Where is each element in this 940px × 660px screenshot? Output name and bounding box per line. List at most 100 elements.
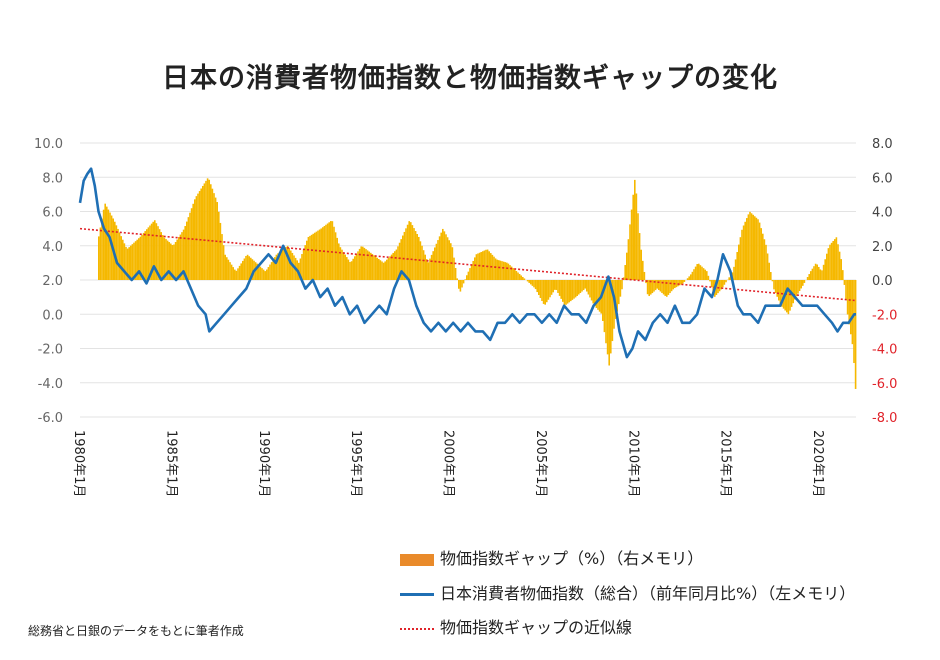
left-axis: 10.0 8.0 6.0 4.0 2.0 0.0 -2.0 -4.0 -6.0 bbox=[34, 137, 63, 426]
gap-bar bbox=[432, 251, 434, 280]
gap-bar bbox=[670, 280, 673, 292]
gap-bar bbox=[211, 188, 214, 280]
gap-bar bbox=[582, 280, 585, 291]
gap-bar bbox=[773, 280, 775, 290]
gap-bar bbox=[483, 250, 486, 280]
gap-bar bbox=[501, 261, 503, 280]
gap-bar bbox=[376, 257, 378, 280]
gap-bar bbox=[438, 236, 441, 280]
gap-bar bbox=[595, 280, 598, 308]
x-tick-label: 2020年1月 bbox=[810, 430, 825, 497]
gap-bar bbox=[779, 280, 782, 305]
gap-bar bbox=[405, 228, 407, 280]
gap-bar bbox=[654, 280, 657, 291]
gap-bar bbox=[678, 280, 681, 286]
gap-bar bbox=[450, 243, 452, 280]
gap-bar bbox=[754, 216, 756, 280]
gap-bar bbox=[221, 234, 223, 280]
gap-bar bbox=[624, 265, 626, 280]
gap-bar bbox=[416, 234, 418, 280]
gap-bar bbox=[131, 244, 134, 280]
gap-bar bbox=[723, 280, 726, 285]
gap-bar bbox=[811, 268, 814, 280]
gap-bar bbox=[208, 179, 210, 280]
gap-bar bbox=[814, 263, 817, 280]
gap-bar bbox=[414, 231, 417, 280]
gap-bar bbox=[328, 222, 330, 280]
gap-bar bbox=[798, 280, 801, 292]
trendline-segment bbox=[79, 227, 857, 302]
gap-bar bbox=[578, 280, 580, 295]
gap-bar bbox=[98, 236, 100, 280]
gap-bar bbox=[109, 212, 111, 280]
gap-bar bbox=[448, 240, 450, 280]
gap-bar bbox=[827, 248, 830, 280]
right-tick-label: 8.0 bbox=[872, 137, 893, 152]
gap-bar bbox=[248, 256, 250, 280]
gap-bar bbox=[741, 229, 743, 280]
gap-bar bbox=[736, 252, 738, 280]
gap-bar bbox=[142, 232, 145, 280]
gap-bar bbox=[275, 254, 278, 280]
gap-bar bbox=[464, 279, 466, 280]
gap-bar bbox=[178, 237, 180, 280]
gap-bar bbox=[182, 229, 185, 280]
gap-bar bbox=[800, 280, 802, 289]
left-tick-label: -2.0 bbox=[38, 343, 63, 358]
gap-bar bbox=[693, 269, 695, 280]
gap-bar bbox=[304, 245, 306, 280]
gap-bar bbox=[592, 280, 594, 304]
gap-bar bbox=[797, 280, 799, 294]
gap-bar bbox=[707, 275, 710, 280]
gap-bar bbox=[378, 259, 380, 280]
gap-bar bbox=[442, 228, 444, 280]
gap-bar bbox=[301, 254, 303, 280]
gap-bar bbox=[715, 280, 718, 295]
gap-bar bbox=[389, 256, 391, 280]
cpi-line-path bbox=[78, 167, 856, 359]
gap-bar bbox=[566, 280, 569, 304]
gap-bar bbox=[261, 268, 263, 280]
gap-bar bbox=[496, 259, 498, 280]
gap-bar bbox=[571, 280, 574, 300]
gap-bar bbox=[262, 269, 265, 280]
trendline bbox=[79, 227, 857, 302]
gap-bar bbox=[368, 251, 370, 280]
gap-bar bbox=[834, 239, 836, 280]
gap-bar bbox=[672, 280, 674, 290]
gap-bar bbox=[560, 280, 562, 299]
x-tick-label: 1985年1月 bbox=[163, 430, 178, 497]
gap-bar bbox=[99, 227, 102, 280]
gap-bar bbox=[168, 242, 170, 280]
gap-bar bbox=[658, 280, 660, 290]
gap-bar bbox=[184, 226, 186, 280]
gap-bar bbox=[386, 259, 388, 280]
gap-bar bbox=[202, 185, 204, 280]
gap-bar bbox=[664, 280, 666, 296]
gap-bars bbox=[98, 178, 857, 389]
gap-bar bbox=[210, 184, 212, 280]
gap-bar bbox=[446, 237, 449, 280]
gap-bar bbox=[259, 266, 262, 280]
cpi-line bbox=[78, 167, 856, 359]
gap-bar bbox=[667, 280, 670, 295]
gap-bar bbox=[384, 261, 386, 280]
gap-bar bbox=[851, 280, 854, 345]
gap-bar bbox=[555, 280, 558, 290]
gap-bar bbox=[288, 248, 290, 280]
gap-bar bbox=[237, 268, 239, 280]
gap-bar bbox=[661, 280, 663, 293]
gap-bar bbox=[539, 280, 542, 298]
gap-bar bbox=[739, 237, 742, 280]
left-tick-label: 0.0 bbox=[42, 308, 63, 323]
gap-bar bbox=[538, 280, 540, 296]
gap-bar bbox=[589, 280, 591, 298]
gap-bar bbox=[461, 280, 463, 288]
gap-bar bbox=[522, 276, 524, 280]
gap-bar bbox=[752, 214, 754, 280]
gap-bar bbox=[285, 247, 287, 280]
gap-bar bbox=[488, 251, 490, 280]
gap-bar bbox=[314, 232, 316, 280]
gap-bar bbox=[302, 249, 305, 280]
